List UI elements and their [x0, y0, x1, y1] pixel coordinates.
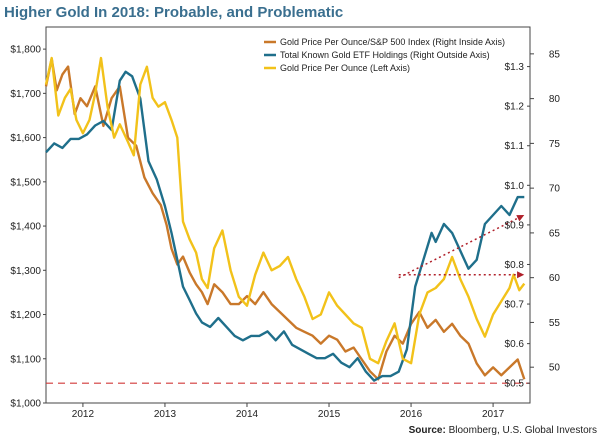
- right-inside-axis-tick-label: $1.1: [505, 141, 525, 152]
- right-outside-axis-tick-label: 75: [549, 139, 561, 150]
- annotation-arrow-line: [398, 217, 520, 279]
- x-axis-tick-label: 2017: [482, 409, 505, 420]
- legend-label-gold: Gold Price Per Ounce (Left Axis): [280, 63, 410, 73]
- series-line-ratio: [44, 57, 526, 381]
- x-axis-tick-label: 2013: [154, 409, 177, 420]
- left-axis-tick-label: $1,200: [10, 310, 41, 321]
- x-axis-tick-label: 2015: [318, 409, 341, 420]
- left-axis-tick-label: $1,300: [10, 266, 41, 277]
- right-inside-axis-tick-label: $1.2: [505, 102, 525, 113]
- right-outside-axis-tick-label: 65: [549, 228, 561, 239]
- left-axis-tick-label: $1,000: [10, 399, 41, 410]
- right-inside-axis-tick-label: $0.6: [505, 339, 525, 350]
- x-axis-tick-label: 2012: [72, 409, 95, 420]
- right-outside-axis-tick-label: 50: [549, 363, 561, 374]
- right-inside-axis-tick-label: $0.8: [505, 260, 525, 271]
- series-layer: [44, 56, 526, 382]
- right-inside-axis-tick-label: $0.7: [505, 300, 525, 311]
- left-axis-tick-label: $1,500: [10, 177, 41, 188]
- legend: Gold Price Per Ounce/S&P 500 Index (Righ…: [264, 37, 505, 73]
- right-inside-axis-tick-label: $0.5: [505, 379, 525, 390]
- right-outside-axis-tick-label: 85: [549, 49, 561, 60]
- left-axis-tick-label: $1,100: [10, 354, 41, 365]
- source-text: Bloomberg, U.S. Global Investors: [448, 425, 597, 436]
- axis-layer: $1,000 $1,100 $1,200 $1,300 $1,400 $1,500 $1,6…: [10, 45, 560, 420]
- annotation-arrowhead: [516, 215, 525, 222]
- x-axis-tick-label: 2014: [236, 409, 259, 420]
- right-outside-axis-tick-label: 70: [549, 184, 561, 195]
- series-line-etf: [45, 70, 525, 382]
- legend-label-etf: Total Known Gold ETF Holdings (Right Out…: [280, 50, 490, 60]
- left-axis-tick-label: $1,700: [10, 89, 41, 100]
- chart-title: Higher Gold In 2018: Probable, and Probl…: [4, 4, 344, 21]
- left-axis-tick-label: $1,600: [10, 133, 41, 144]
- right-inside-axis-tick-label: $0.9: [505, 220, 525, 231]
- left-axis-tick-label: $1,400: [10, 222, 41, 233]
- series-line-gold: [44, 56, 526, 365]
- right-outside-axis-tick-label: 80: [549, 94, 561, 105]
- right-inside-axis-tick-label: $1.0: [505, 181, 525, 192]
- legend-label-ratio: Gold Price Per Ounce/S&P 500 Index (Righ…: [280, 37, 505, 47]
- annotation-arrowhead: [517, 271, 525, 279]
- right-outside-axis-tick-label: 55: [549, 318, 561, 329]
- right-outside-axis-tick-label: 60: [549, 273, 561, 284]
- left-axis-tick-label: $1,800: [10, 45, 41, 56]
- x-axis-tick-label: 2016: [400, 409, 423, 420]
- source-label: Source:: [408, 425, 446, 436]
- source-line: Source: Bloomberg, U.S. Global Investors: [409, 425, 597, 436]
- right-inside-axis-tick-label: $1.3: [505, 62, 525, 73]
- annotation-layer: [398, 215, 525, 279]
